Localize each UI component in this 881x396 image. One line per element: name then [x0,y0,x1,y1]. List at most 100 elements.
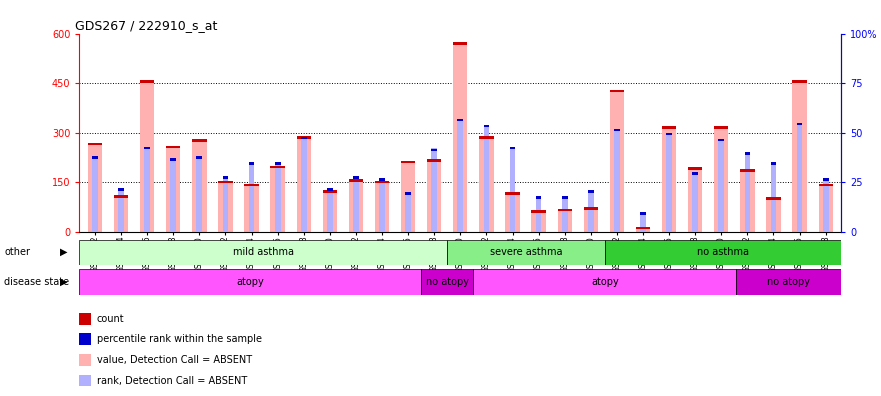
Bar [166,146,181,232]
Text: severe asthma: severe asthma [490,248,562,257]
Bar [531,210,546,213]
Bar [588,190,594,193]
Bar [88,143,102,145]
Bar [614,129,619,131]
Bar [479,136,493,139]
Bar [218,181,233,232]
Bar [192,139,206,142]
Bar [196,156,203,159]
Bar [688,167,702,232]
Bar [536,196,542,199]
Bar [666,133,672,135]
Bar [244,184,259,232]
Bar [353,176,359,179]
Text: ▶: ▶ [60,277,67,287]
Bar [562,196,567,232]
Bar [531,210,546,232]
Bar [140,80,154,82]
Text: other: other [4,247,31,257]
Bar [322,190,337,193]
Bar [297,136,311,139]
Bar [558,209,572,232]
Bar [605,240,841,265]
Bar [796,123,803,232]
Bar [196,156,203,232]
Bar [114,195,129,232]
Bar [662,126,677,129]
Bar [223,176,228,179]
Bar [610,90,624,92]
Text: count: count [97,314,124,324]
Bar [610,90,624,232]
Bar [506,192,520,195]
Bar [818,184,833,232]
Text: percentile rank within the sample: percentile rank within the sample [97,334,262,345]
Bar [270,166,285,232]
Bar [421,269,473,295]
Bar [144,147,150,232]
Bar [79,240,448,265]
Bar [506,192,520,232]
Bar [636,227,650,232]
Bar [666,133,672,232]
Bar [714,126,729,232]
Bar [636,227,650,229]
Bar [88,143,102,232]
Bar [766,197,781,232]
Bar [275,162,280,165]
Bar [688,167,702,170]
Bar [218,181,233,183]
Text: mild asthma: mild asthma [233,248,293,257]
Bar [823,178,828,181]
Bar [327,188,333,232]
Bar [166,146,181,148]
Bar [223,176,228,232]
Bar [432,148,437,232]
Bar [248,162,255,165]
Bar [479,136,493,232]
Bar [275,162,280,232]
Bar [509,147,515,232]
Bar [448,240,605,265]
Bar [93,156,98,159]
Bar [427,159,441,162]
Bar [718,139,724,141]
Bar [766,197,781,200]
Bar [583,207,598,209]
Bar [457,119,463,232]
Bar [796,123,803,126]
Bar [771,162,776,165]
Bar [349,179,363,232]
Text: ▶: ▶ [60,247,67,257]
Bar [93,156,98,232]
Text: disease state: disease state [4,277,70,287]
Bar [353,176,359,232]
Bar [248,162,255,232]
Bar [536,196,542,232]
Bar [588,190,594,232]
Bar [379,178,385,181]
Bar [327,188,333,191]
Bar [692,172,698,232]
Bar [484,125,489,232]
Bar [405,192,411,232]
Bar [322,190,337,232]
Bar [614,129,619,232]
Bar [144,147,150,149]
Bar [427,159,441,232]
Bar [737,269,841,295]
Bar [301,137,307,139]
Bar [558,209,572,211]
Bar [118,188,124,191]
Bar [453,42,468,44]
Bar [662,126,677,232]
Bar [453,42,468,232]
Bar [170,158,176,232]
Bar [740,169,755,171]
Bar [692,172,698,175]
Bar [192,139,206,232]
Bar [744,152,751,155]
Bar [432,148,437,151]
Bar [244,184,259,187]
Bar [114,195,129,198]
